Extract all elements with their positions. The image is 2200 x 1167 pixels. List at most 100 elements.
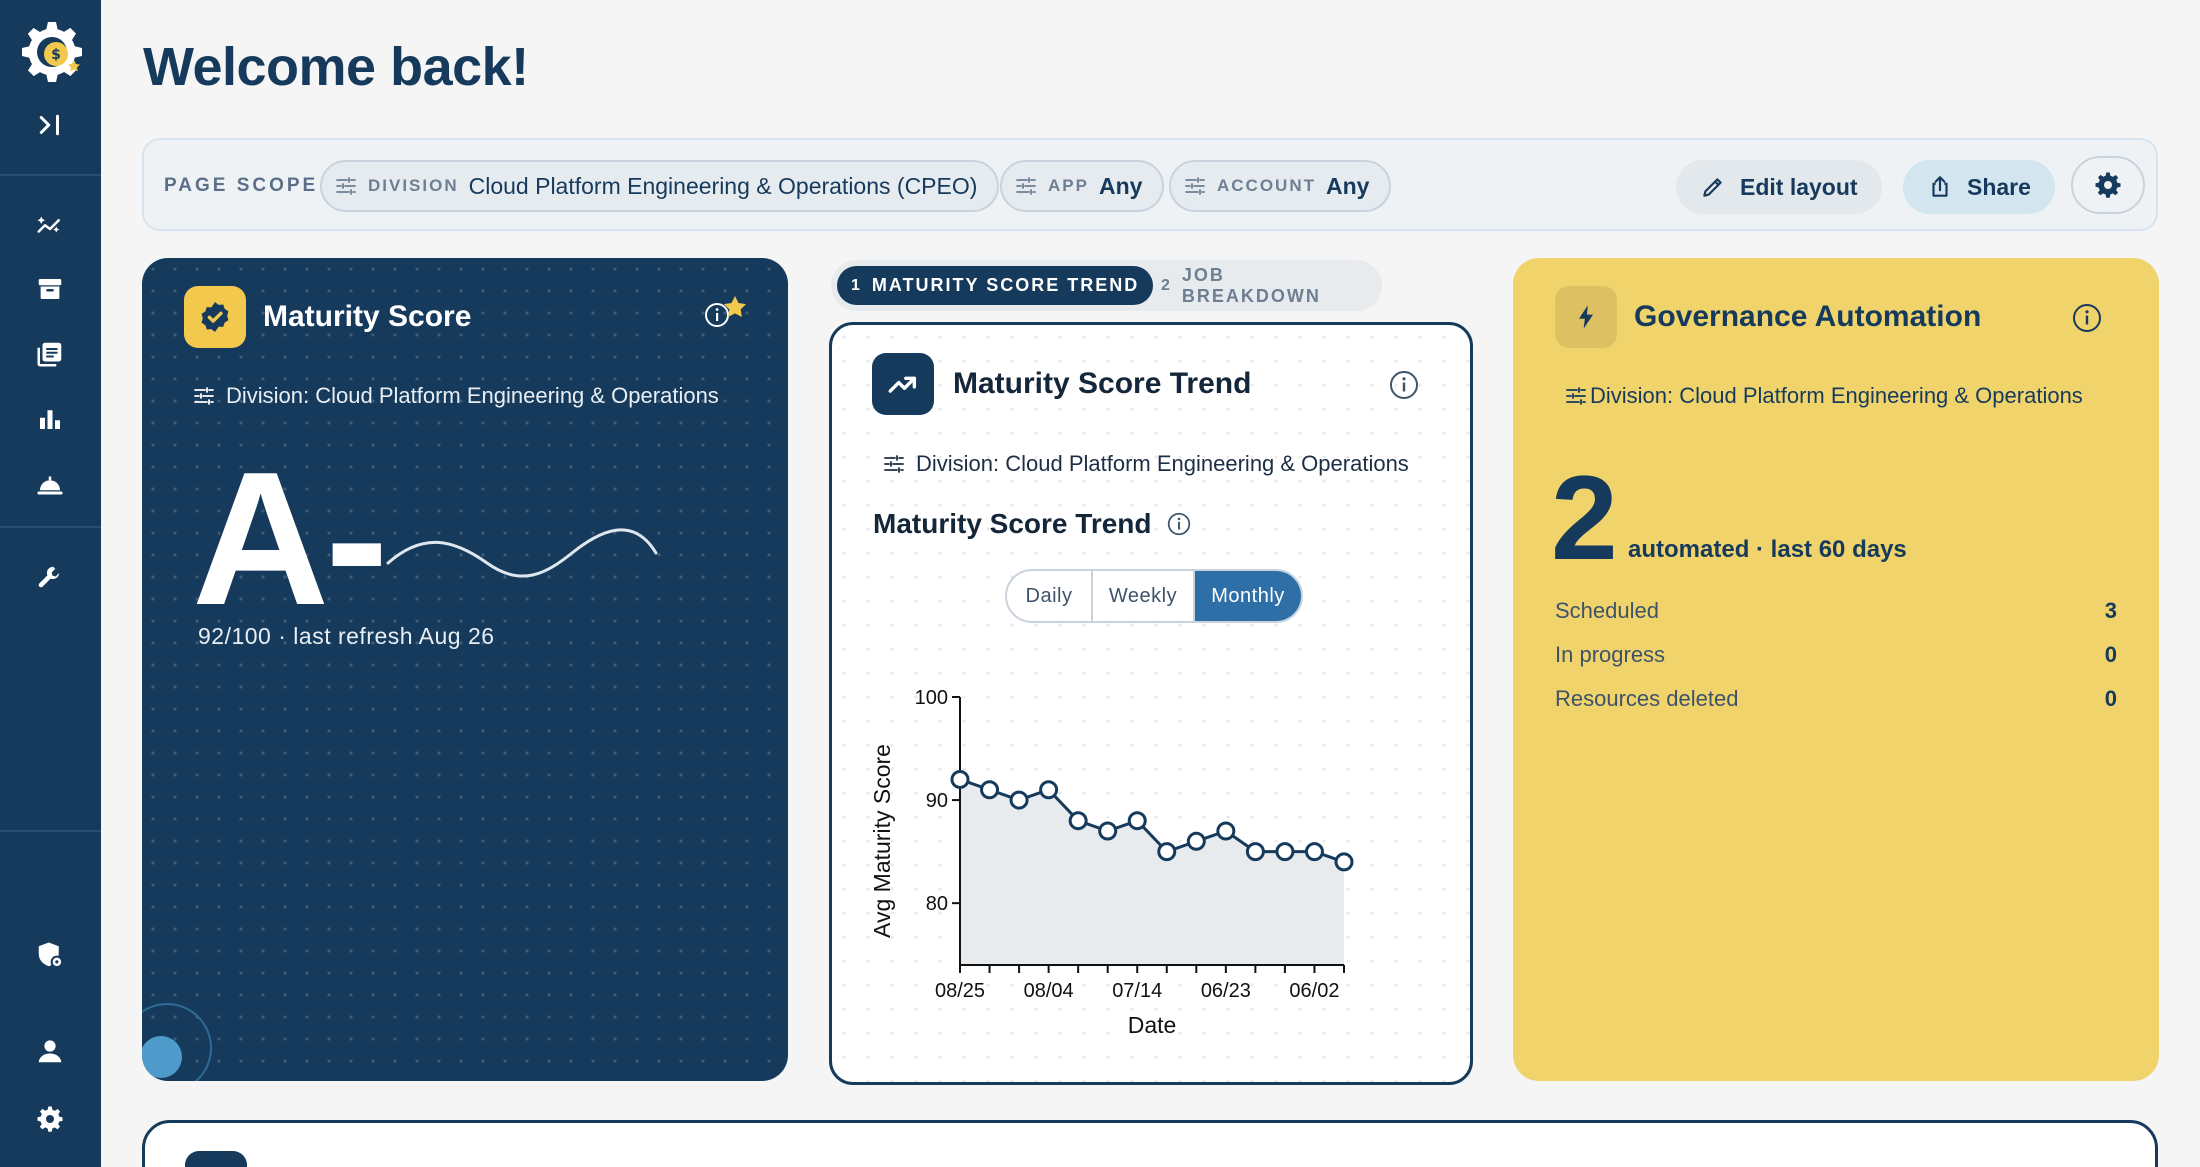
- app-filter-chip[interactable]: APP Any: [1000, 160, 1165, 212]
- x-tick-label: 07/14: [1112, 980, 1162, 1002]
- x-tick-label: 06/02: [1289, 980, 1339, 1002]
- toggle-weekly[interactable]: Weekly: [1091, 571, 1193, 621]
- wrench-icon[interactable]: [27, 555, 73, 601]
- filter-sliders-icon: [194, 387, 214, 405]
- data-point: [1245, 842, 1265, 862]
- bar-chart-icon[interactable]: [27, 396, 73, 442]
- trend-up-icon: [872, 353, 934, 415]
- filter-sliders-icon: [1016, 177, 1036, 195]
- data-point: [1275, 842, 1295, 862]
- share-label: Share: [1967, 173, 2031, 200]
- y-tick-label: 100: [915, 687, 948, 709]
- sidebar: $: [0, 0, 101, 1167]
- x-tick-label: 08/04: [1024, 980, 1074, 1002]
- sparkle-chart-icon[interactable]: [27, 201, 73, 247]
- stat-value: 0: [2104, 642, 2117, 667]
- y-axis-label: Avg Maturity Score: [869, 744, 895, 938]
- toggle-monthly[interactable]: Monthly: [1193, 571, 1301, 621]
- tab-label: MATURITY SCORE TREND: [871, 275, 1140, 295]
- bottom-widget-card: [142, 1120, 2158, 1167]
- pencil-icon: [1703, 178, 1722, 197]
- data-point: [1157, 842, 1177, 862]
- score-sparkline-squiggle: [386, 528, 658, 578]
- info-icon[interactable]: [1388, 369, 1420, 401]
- maturity-score-subtitle: 92/100 · last refresh Aug 26: [198, 623, 495, 649]
- trend-tabs: 1 MATURITY SCORE TREND 2 JOB BREAKDOWN: [831, 260, 1382, 311]
- stat-label: Resources deleted: [1555, 686, 1739, 711]
- automated-count: 2: [1551, 451, 1618, 585]
- page-scope-bar: PAGE SCOPE DIVISION Cloud Platform Engin…: [142, 138, 2158, 231]
- toggle-daily[interactable]: Daily: [1025, 584, 1073, 607]
- filter-sliders-icon: [336, 177, 356, 195]
- tab-number: 2: [1161, 276, 1170, 294]
- governance-filter-text: Division: Cloud Platform Engineering & O…: [1590, 383, 2083, 408]
- decorative-dot: [142, 1036, 182, 1078]
- tab-job-breakdown[interactable]: 2 JOB BREAKDOWN: [1147, 264, 1382, 306]
- stat-value: 3: [2104, 598, 2117, 623]
- stat-row-scheduled: Scheduled 3: [1555, 598, 2117, 624]
- filter-sliders-icon: [1185, 177, 1205, 195]
- series-area: [960, 779, 1344, 965]
- maturity-filter-text: Division: Cloud Platform Engineering & O…: [226, 383, 719, 408]
- stat-row-resources-deleted: Resources deleted 0: [1555, 686, 2117, 712]
- app-chip-key: APP: [1048, 176, 1089, 195]
- x-tick-label: 08/25: [935, 980, 985, 1002]
- maturity-trend-chart: 80 90 100 08/25 08/04 07/14 06/23 06/02 Date Avg …: [869, 687, 1354, 1038]
- trend-filter-text: Division: Cloud Platform Engineering & O…: [916, 451, 1409, 476]
- share-button[interactable]: Share: [1903, 160, 2055, 214]
- data-point: [1334, 852, 1354, 872]
- edit-layout-label: Edit layout: [1740, 173, 1858, 200]
- app-logo-icon[interactable]: $: [18, 18, 86, 86]
- account-chip-key: ACCOUNT: [1217, 176, 1316, 195]
- data-point: [1127, 811, 1147, 831]
- info-icon[interactable]: [2071, 302, 2103, 334]
- archive-icon[interactable]: [27, 266, 73, 312]
- maturity-score-title: Maturity Score: [263, 300, 472, 333]
- edit-layout-button[interactable]: Edit layout: [1676, 160, 1882, 214]
- widget-badge-icon: [185, 1151, 247, 1167]
- tab-maturity-score-trend[interactable]: 1 MATURITY SCORE TREND: [837, 266, 1154, 305]
- catalog-icon[interactable]: [27, 331, 73, 377]
- sidebar-divider: [0, 830, 101, 832]
- app-chip-value: Any: [1098, 172, 1143, 199]
- info-star-icon[interactable]: [699, 290, 749, 340]
- maturity-score-card: Maturity Score Division: Cloud Platform …: [142, 258, 788, 1081]
- automated-count-label: automated · last 60 days: [1628, 536, 1907, 563]
- data-point: [950, 769, 970, 789]
- maturity-trend-card: Maturity Score Trend Division: Cloud Pla…: [829, 322, 1473, 1085]
- shield-settings-icon[interactable]: [27, 932, 73, 978]
- share-icon: [1932, 176, 1948, 197]
- user-icon[interactable]: [27, 1028, 73, 1074]
- maturity-grade: A-: [192, 433, 388, 645]
- stat-value: 0: [2104, 686, 2117, 711]
- tab-label: JOB BREAKDOWN: [1181, 264, 1321, 306]
- gear-icon: [2095, 172, 2121, 198]
- granularity-toggle: Daily Weekly Monthly: [1005, 569, 1303, 623]
- data-point: [1068, 811, 1088, 831]
- stat-label: Scheduled: [1555, 598, 1659, 623]
- sidebar-divider: [0, 526, 101, 528]
- cloud-service-icon[interactable]: [27, 461, 73, 507]
- decorative-ring: [142, 1003, 212, 1081]
- governance-title: Governance Automation: [1634, 300, 1982, 333]
- governance-automation-card: Governance Automation Division: Cloud Pl…: [1513, 258, 2159, 1081]
- page-title: Welcome back!: [143, 37, 529, 97]
- data-point: [1304, 842, 1324, 862]
- y-tick-label: 80: [926, 893, 948, 915]
- account-chip-value: Any: [1326, 172, 1370, 199]
- lightning-icon: [1555, 286, 1617, 348]
- sidebar-divider: [0, 174, 101, 176]
- settings-icon[interactable]: [27, 1096, 73, 1142]
- data-point: [980, 780, 1000, 800]
- data-point: [1216, 821, 1236, 841]
- expand-sidebar-icon[interactable]: [27, 102, 73, 148]
- x-axis-label: Date: [1128, 1012, 1177, 1038]
- verified-badge-icon: [184, 286, 246, 348]
- division-filter-chip[interactable]: DIVISION Cloud Platform Engineering & Op…: [320, 160, 1000, 212]
- svg-text:$: $: [51, 47, 61, 63]
- page-settings-button[interactable]: [2071, 156, 2145, 214]
- trend-division-filter: Division: Cloud Platform Engineering & O…: [882, 451, 1409, 477]
- account-filter-chip[interactable]: ACCOUNT Any: [1169, 160, 1392, 212]
- filter-sliders-icon: [884, 455, 904, 473]
- info-icon[interactable]: [1166, 511, 1192, 537]
